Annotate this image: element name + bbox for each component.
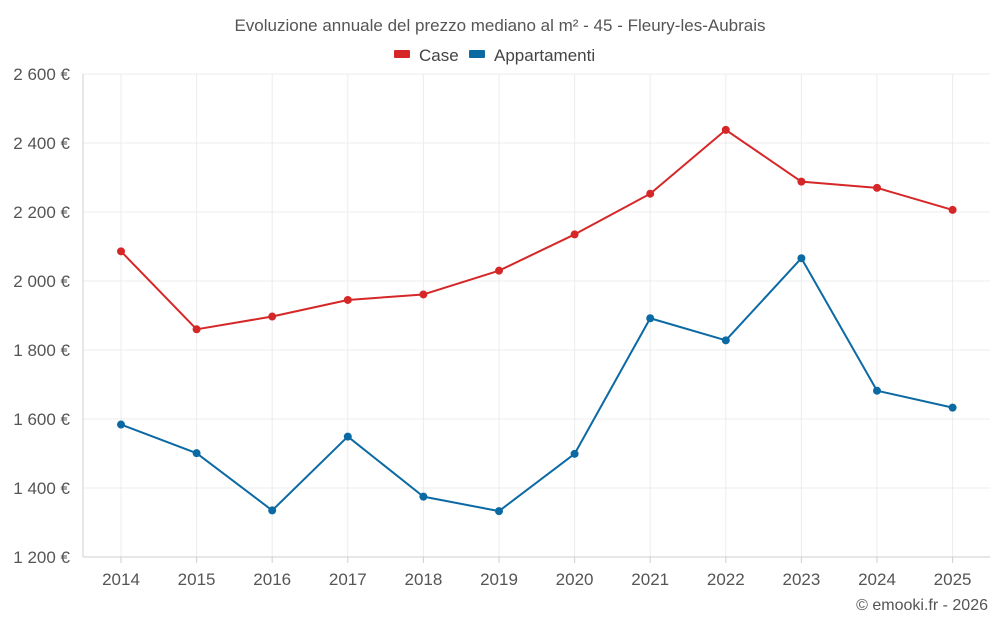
- x-tick-label: 2021: [631, 570, 669, 589]
- legend-swatch-case: [394, 50, 410, 58]
- series-appartamenti: [117, 254, 957, 516]
- y-tick-label: 2 600 €: [13, 65, 70, 84]
- x-tick-label: 2024: [858, 570, 896, 589]
- series-line-case: [120, 128, 953, 331]
- y-tick-label: 1 800 €: [13, 341, 70, 360]
- y-tick-label: 1 600 €: [13, 410, 70, 429]
- data-point-case[interactable]: [419, 290, 428, 299]
- data-point-case[interactable]: [343, 295, 352, 304]
- data-point-appartamenti[interactable]: [721, 336, 730, 345]
- series-case: [117, 125, 957, 334]
- data-point-appartamenti[interactable]: [570, 449, 579, 458]
- legend: Case Appartamenti: [394, 46, 595, 65]
- grid: [83, 73, 990, 557]
- credit-text: © emooki.fr - 2026: [856, 597, 988, 614]
- y-tick-label: 2 400 €: [13, 134, 70, 153]
- data-point-appartamenti[interactable]: [495, 507, 503, 516]
- data-point-appartamenti[interactable]: [948, 403, 957, 412]
- x-tick-label: 2022: [707, 570, 745, 589]
- data-point-appartamenti[interactable]: [873, 386, 881, 395]
- legend-label-case: Case: [419, 46, 459, 65]
- data-point-case[interactable]: [721, 125, 730, 134]
- x-tick-label: 2014: [102, 570, 140, 589]
- data-point-appartamenti[interactable]: [117, 420, 125, 429]
- data-point-case[interactable]: [873, 183, 881, 192]
- data-point-appartamenti[interactable]: [343, 432, 352, 441]
- y-tick-label: 1 400 €: [13, 479, 70, 498]
- data-point-appartamenti[interactable]: [797, 254, 806, 263]
- y-tick-label: 2 200 €: [13, 203, 70, 222]
- data-point-appartamenti[interactable]: [419, 492, 428, 501]
- data-point-case[interactable]: [948, 205, 957, 214]
- series: [117, 125, 957, 516]
- axes: 1 200 € 1 400 € 1 600 € 1 800 € 2 000 € 2 200…: [13, 65, 990, 589]
- x-tick-label: 2025: [934, 570, 972, 589]
- y-tick-label: 1 200 €: [13, 548, 70, 567]
- data-point-case[interactable]: [646, 189, 655, 198]
- series-line-appartamenti: [120, 257, 953, 513]
- legend-item-appartamenti[interactable]: Appartamenti: [469, 46, 595, 65]
- data-point-case[interactable]: [117, 247, 125, 256]
- x-tick-label: 2016: [253, 570, 291, 589]
- x-tick-label: 2015: [178, 570, 216, 589]
- data-point-case[interactable]: [495, 266, 503, 275]
- x-tick-label: 2020: [556, 570, 594, 589]
- x-tick-label: 2023: [782, 570, 820, 589]
- legend-item-case[interactable]: Case: [394, 46, 459, 65]
- data-point-appartamenti[interactable]: [192, 449, 201, 458]
- data-point-case[interactable]: [192, 325, 201, 334]
- x-tick-label: 2017: [329, 570, 367, 589]
- data-point-appartamenti[interactable]: [646, 314, 655, 323]
- x-tick-label: 2019: [480, 570, 518, 589]
- x-tick-label: 2018: [404, 570, 442, 589]
- data-point-case[interactable]: [268, 312, 277, 321]
- data-point-case[interactable]: [570, 230, 579, 239]
- data-point-appartamenti[interactable]: [268, 506, 277, 515]
- y-tick-label: 2 000 €: [13, 272, 70, 291]
- chart-title: Evoluzione annuale del prezzo mediano al…: [234, 16, 765, 35]
- data-point-case[interactable]: [797, 177, 806, 186]
- legend-swatch-appartamenti: [469, 50, 485, 58]
- legend-label-appartamenti: Appartamenti: [494, 46, 595, 65]
